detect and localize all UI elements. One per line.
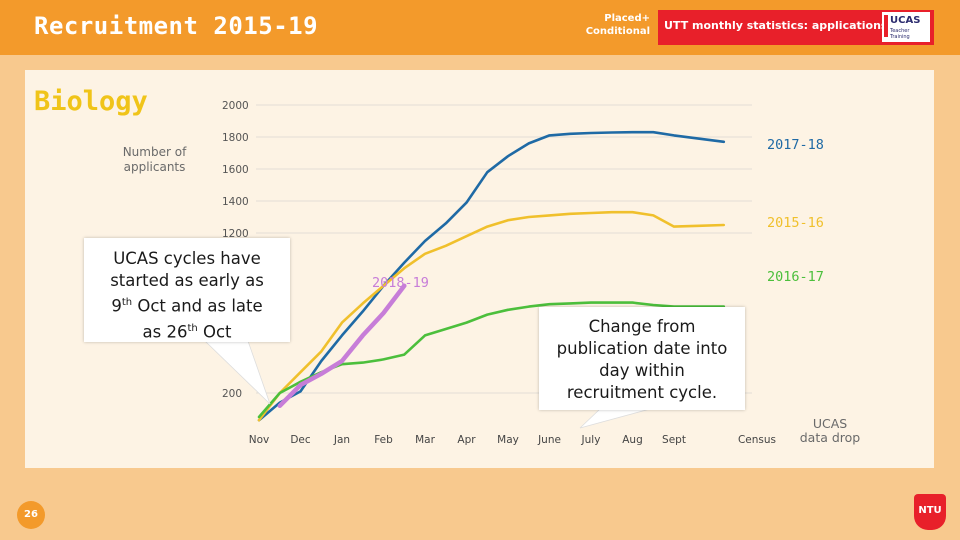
page-number: 26 bbox=[17, 501, 45, 529]
x-tick-label-jan: Jan bbox=[333, 434, 350, 446]
series-label-2017-18: 2017-18 bbox=[767, 137, 824, 153]
series-line-2015-16 bbox=[257, 210, 726, 422]
x-tick-label-dec: Dec bbox=[290, 434, 311, 446]
y-tick-label-1800: 1800 bbox=[222, 132, 249, 144]
publication-date-note: Change from publication date into day wi… bbox=[539, 307, 745, 410]
slide-title: Recruitment 2015-19 bbox=[34, 12, 319, 40]
data-drop-line-1: UCAS bbox=[812, 416, 848, 431]
cycle-start-callout: UCAS cycles have started as early as 9th… bbox=[84, 238, 290, 342]
callout-line-4: as 26th Oct bbox=[84, 318, 290, 344]
x-tick-label-may: May bbox=[497, 434, 519, 446]
series-line-2018-19 bbox=[277, 283, 407, 409]
header-bar: Recruitment 2015-19 Placed+ Conditional … bbox=[0, 0, 960, 55]
utt-banner-text: UTT monthly statistics: applications bbox=[664, 19, 888, 32]
x-tick-label-july: July bbox=[581, 434, 601, 446]
note-line-1: Change from bbox=[588, 317, 696, 336]
callout-line-3-sup: th bbox=[121, 297, 133, 308]
data-drop-label: UCAS data drop bbox=[794, 417, 866, 445]
ucas-logo-text: UCAS bbox=[890, 15, 921, 26]
y-axis-label-line1: Number of bbox=[122, 145, 187, 159]
series-label-2016-17: 2016-17 bbox=[767, 269, 824, 285]
ucas-logo-subtext: Teacher Training bbox=[890, 28, 910, 40]
ntu-logo-text: NTU bbox=[918, 505, 942, 516]
y-tick-label-200: 200 bbox=[222, 388, 242, 400]
y-axis-label: Number of applicants bbox=[112, 145, 197, 175]
x-tick-label-mar: Mar bbox=[415, 434, 435, 446]
utt-banner: UTT monthly statistics: applications UCA… bbox=[658, 10, 934, 45]
y-tick-label-1600: 1600 bbox=[222, 164, 249, 176]
x-tick-label-nov: Nov bbox=[249, 434, 270, 446]
callout-line-3-pre: 9 bbox=[111, 296, 122, 316]
y-tick-label-2000: 2000 bbox=[222, 100, 249, 112]
series-label-2018-19: 2018-19 bbox=[372, 275, 429, 291]
conditional-label: Conditional bbox=[585, 26, 650, 37]
x-tick-label-apr: Apr bbox=[457, 434, 476, 446]
note-line-2: publication date into bbox=[556, 339, 728, 358]
placed-label: Placed+ bbox=[604, 13, 650, 24]
series-label-2015-16: 2015-16 bbox=[767, 215, 824, 231]
x-tick-label-feb: Feb bbox=[374, 434, 393, 446]
x-tick-label-census: Census bbox=[738, 434, 776, 446]
callout-line-2: started as early as bbox=[110, 271, 264, 290]
y-axis-label-line2: applicants bbox=[123, 160, 186, 174]
callout-line-1: UCAS cycles have bbox=[113, 249, 261, 268]
note-text: Change from publication date into day wi… bbox=[539, 316, 745, 404]
ucas-logo: UCAS Teacher Training bbox=[882, 12, 930, 42]
x-tick-label-sept: Sept bbox=[662, 434, 686, 446]
callout-line-4-pre: as 26 bbox=[142, 322, 188, 341]
callout-line-3: 9th Oct and as late bbox=[84, 292, 290, 318]
y-tick-label-1400: 1400 bbox=[222, 196, 249, 208]
callout-line-3-post: Oct and as late bbox=[132, 296, 263, 316]
callout-text: UCAS cycles have started as early as 9th… bbox=[84, 248, 290, 343]
series-line-2017-18 bbox=[257, 130, 726, 422]
note-line-3: day within bbox=[599, 361, 685, 380]
callout-line-4-post: Oct bbox=[197, 322, 232, 341]
note-pointer bbox=[579, 408, 651, 429]
callout-line-4-sup: th bbox=[187, 322, 198, 334]
note-line-4: recruitment cycle. bbox=[566, 383, 718, 402]
subject-title: Biology bbox=[34, 86, 148, 117]
placed-conditional-label: Placed+ Conditional bbox=[572, 12, 650, 38]
data-drop-line-2: data drop bbox=[799, 430, 861, 445]
ntu-logo: NTU bbox=[914, 494, 946, 530]
x-tick-label-aug: Aug bbox=[622, 434, 643, 446]
x-tick-label-june: June bbox=[537, 434, 561, 446]
ucas-logo-mark bbox=[884, 15, 888, 37]
y-tick-label-1200: 1200 bbox=[222, 228, 249, 240]
